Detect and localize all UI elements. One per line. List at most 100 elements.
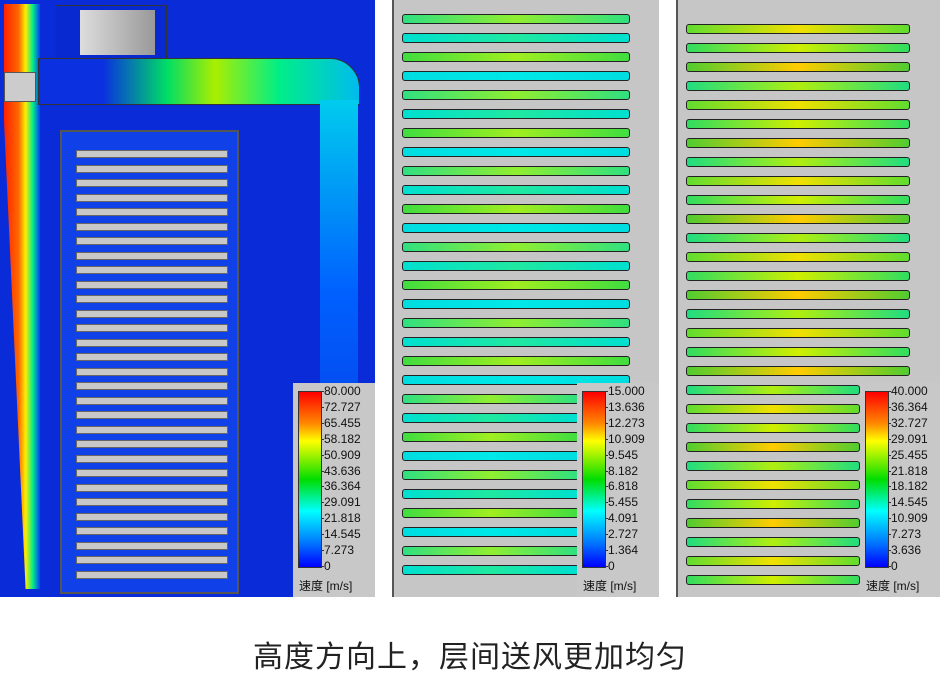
rack-shelf: [76, 382, 228, 390]
legend-tick-label: 21.818: [891, 463, 928, 478]
legend-tick-label: 50.909: [324, 447, 361, 462]
legend-tick-label: 10.909: [608, 431, 645, 446]
shelf-layer: [686, 100, 910, 110]
rack-shelf: [76, 222, 228, 231]
legend-tick-mark: [605, 422, 608, 424]
shelf-layer: [402, 242, 630, 252]
shelf-layer: [402, 318, 630, 328]
velocity-legend: 80.000 72.727 65.455 58.182 50.909 43.636 36.3…: [293, 383, 375, 597]
color-bar: [298, 391, 322, 568]
rack-shelf: [76, 237, 228, 245]
layer-velocity-contour-mid: 15.000 13.636 12.273 10.909 9.545 8.182 6.818 5…: [392, 0, 659, 597]
legend-tick-label: 15.000: [608, 384, 645, 398]
legend-tick-mark: [888, 391, 891, 392]
legend-tick-mark: [321, 518, 324, 520]
shelf-layer: [686, 518, 860, 528]
velocity-legend: 15.000 13.636 12.273 10.909 9.545 8.182 6.818 5…: [577, 383, 659, 597]
legend-tick-label: 3.636: [891, 543, 922, 558]
legend-tick-label: 29.091: [324, 495, 361, 510]
legend-tick-label: 25.455: [891, 447, 928, 462]
legend-tick-mark: [888, 502, 891, 504]
shelf-layer: [402, 261, 630, 271]
shelf-layer: [402, 223, 630, 233]
legend-tick-mark: [888, 438, 891, 440]
legend-tick-mark: [605, 438, 608, 440]
rack-shelf: [76, 338, 228, 347]
shelf-layer: [402, 14, 630, 24]
legend-tick-label: 6.818: [608, 479, 639, 494]
shelf-layer: [402, 71, 630, 81]
shelf-layer: [402, 470, 579, 480]
overall-velocity-contour: 80.000 72.727 65.455 58.182 50.909 43.636 36.3…: [0, 0, 375, 597]
rack-shelf: [76, 280, 228, 289]
shelf-layer: [402, 451, 579, 461]
shelf-layer: [686, 556, 860, 566]
legend-tick-mark: [888, 486, 891, 488]
shelf-layer: [686, 309, 910, 319]
legend-tick-mark: [605, 518, 608, 520]
legend-tick-label: 10.909: [891, 511, 928, 526]
legend-tick-mark: [321, 502, 324, 504]
color-bar: [582, 391, 606, 568]
legend-tick-mark: [605, 534, 608, 536]
rack-shelf: [76, 309, 228, 318]
legend-tick-label: 58.182: [324, 431, 361, 446]
rack-shelf: [76, 469, 228, 477]
rack-shelf: [76, 527, 228, 535]
shelf-layer: [402, 508, 579, 518]
rack-shelf: [76, 324, 228, 332]
shelf-layer: [686, 195, 910, 205]
rack-shelf: [76, 208, 228, 216]
velocity-legend: 40.000 36.364 32.727 29.091 25.455 21.818 18.1…: [860, 383, 940, 597]
legend-tick-label: 21.818: [324, 511, 361, 526]
legend-tick-mark: [888, 550, 891, 552]
shelf-layer: [402, 394, 579, 404]
legend-tick-label: 43.636: [324, 463, 361, 478]
shelf-layer: [686, 119, 910, 129]
shelf-layer: [686, 537, 860, 547]
shelf-layer: [686, 24, 910, 34]
legend-tick-mark: [321, 391, 324, 392]
shelf-layer: [402, 432, 579, 442]
shelf-layer: [686, 461, 860, 471]
legend-tick-mark: [321, 486, 324, 488]
legend-tick-label: 36.364: [891, 399, 928, 414]
legend-unit: 速度 [m/s]: [299, 579, 353, 593]
shelf-layer: [402, 280, 630, 290]
legend-tick-mark: [888, 566, 891, 567]
legend-tick-mark: [321, 422, 324, 424]
legend-tick-mark: [605, 550, 608, 552]
shelf-layer: [402, 489, 579, 499]
legend-tick-label: 12.273: [608, 415, 645, 430]
legend-tick-mark: [605, 406, 608, 408]
legend-tick-mark: [888, 534, 891, 536]
legend-tick-label: 2.727: [608, 527, 639, 542]
rack-shelf: [76, 512, 228, 521]
shelf-layer: [686, 233, 910, 243]
fan: [80, 10, 155, 55]
rack-shelf: [76, 164, 228, 173]
legend-tick-label: 8.182: [608, 463, 639, 478]
legend-tick-mark: [605, 470, 608, 472]
rack-shelf: [76, 251, 228, 260]
legend-tick-label: 18.182: [891, 479, 928, 494]
rack-shelf: [76, 440, 228, 448]
legend-tick-label: 29.091: [891, 431, 928, 446]
legend-tick-mark: [888, 422, 891, 424]
legend-tick-label: 4.091: [608, 511, 639, 526]
shelf-layer: [686, 81, 910, 91]
shelf-layer: [402, 337, 630, 347]
rack-shelf: [76, 498, 228, 506]
shelf-layer: [686, 480, 860, 490]
legend-tick-mark: [321, 550, 324, 552]
legend-tick-mark: [321, 454, 324, 456]
shelf-layer: [402, 90, 630, 100]
top-duct-flow: [38, 58, 360, 105]
shelf-layer: [402, 166, 630, 176]
shelf-layer: [402, 565, 579, 575]
shelf-layer: [402, 527, 579, 537]
shelf-layer: [402, 185, 630, 195]
shelf-layer: [402, 356, 630, 366]
shelf-layer: [402, 147, 630, 157]
rack-shelf: [76, 295, 228, 303]
